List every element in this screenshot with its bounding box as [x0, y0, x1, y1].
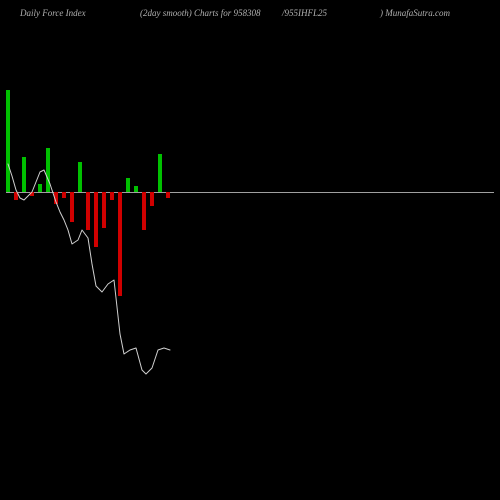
site-label: ) MunafaSutra.com — [380, 8, 450, 18]
force-index-chart — [6, 34, 494, 494]
smooth-line — [6, 34, 494, 494]
chart-header: Daily Force Index (2day smooth) Charts f… — [0, 8, 500, 24]
subtitle-label: (2day smooth) Charts for 958308 — [140, 8, 261, 18]
title-label: Daily Force Index — [20, 8, 86, 18]
symbol-label: /955IHFL25 — [282, 8, 327, 18]
